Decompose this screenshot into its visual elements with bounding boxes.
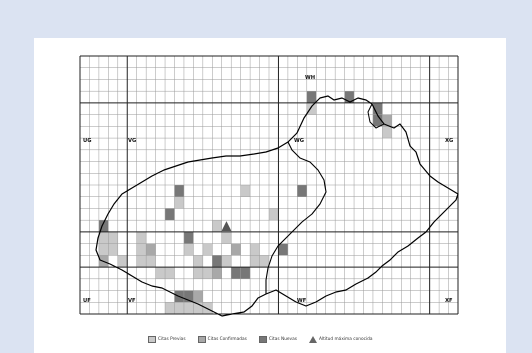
grid-label-xf: XF: [445, 298, 453, 304]
grid-label-uf: UF: [83, 298, 91, 304]
legend-label-new: Citas Nuevas: [268, 336, 297, 342]
grid-cell-new: [372, 114, 383, 127]
grid-cell-new: [183, 290, 194, 303]
grid-cell-confirmed: [146, 243, 156, 256]
grid-cell-previous: [165, 302, 175, 314]
map-page: [34, 38, 506, 353]
grid-label-wf: WF: [297, 298, 307, 304]
grid-cell-previous: [382, 126, 392, 139]
grid-label-xg: XG: [445, 138, 453, 144]
legend-item-previous: Citas Previas: [148, 335, 186, 343]
inner-boundary-north: [367, 103, 385, 129]
grid-labels: WH UG VG WG XG UF VF WF XF: [83, 75, 453, 304]
grid-cell-previous: [155, 267, 166, 279]
grid-cell-previous: [269, 208, 279, 221]
grid-cell-previous: [174, 302, 184, 314]
grid-cell-new: [231, 267, 241, 279]
grid-cell-previous: [240, 185, 251, 197]
grid-cell-previous: [146, 255, 156, 268]
inner-boundary: [265, 141, 327, 294]
grid-cell-new: [306, 91, 317, 103]
grid-cell-previous: [136, 255, 147, 268]
grid-cell-previous: [165, 267, 175, 279]
legend-item-new: Citas Nuevas: [258, 335, 297, 343]
grid-cell-new: [212, 255, 222, 268]
legend-swatch-confirmed: [197, 335, 206, 343]
grid-cell-previous: [136, 243, 147, 256]
grid-cell-previous: [202, 267, 213, 279]
grid-cell-confirmed: [231, 243, 241, 256]
triangle-icon: [221, 221, 232, 232]
grid-cell-new: [344, 91, 355, 103]
grid-cell-previous: [193, 267, 203, 279]
grid-label-ug: UG: [83, 138, 91, 144]
grid-label-vf: VF: [128, 298, 136, 304]
triangle-icon: [308, 335, 317, 343]
grid-cell-confirmed: [193, 290, 203, 303]
altitude-marker: [221, 221, 232, 232]
grid-cell-new: [98, 220, 109, 232]
grid-cell-previous: [136, 231, 147, 244]
legend-label-altitude: Altitud máxima conocida: [318, 336, 373, 342]
grid-cell-new: [174, 185, 184, 197]
grid-cell-previous: [221, 231, 232, 244]
grid-label-wh: WH: [305, 75, 315, 81]
legend-item-confirmed: Citas Confirmadas: [197, 335, 247, 343]
legend-label-confirmed: Citas Confirmadas: [207, 336, 247, 342]
grid-cell-previous: [98, 231, 109, 244]
grid-cell-new: [297, 185, 307, 197]
grid-cell-previous: [98, 243, 109, 256]
grid-cell-previous: [193, 255, 203, 268]
grid-cell-new: [240, 267, 251, 279]
grid-cell-confirmed: [382, 114, 392, 127]
grid-cell-previous: [174, 196, 184, 209]
map-legend: Citas Previas Citas Confirmadas Citas Nu…: [148, 333, 379, 345]
grid-cell-previous: [306, 102, 317, 115]
grid-cell-previous: [250, 243, 260, 256]
grid-cell-previous: [221, 255, 232, 268]
grid-cell-previous: [202, 243, 213, 256]
legend-label-previous: Citas Previas: [158, 336, 186, 342]
grid-cell-previous: [108, 231, 118, 244]
grid-cell-previous: [183, 302, 194, 314]
grid-label-vg: VG: [128, 138, 136, 144]
grid-cell-new: [278, 243, 288, 256]
grid-cell-previous: [250, 255, 260, 268]
grid-cell-previous: [193, 302, 203, 314]
legend-item-altitude: Altitud máxima conocida: [308, 335, 373, 343]
occupied-cells: [98, 91, 392, 314]
grid-cell-new: [165, 208, 175, 221]
grid-cell-new: [372, 102, 383, 115]
major-grid: [79, 55, 459, 315]
legend-swatch-previous: [148, 335, 156, 343]
grid-cell-previous: [108, 243, 118, 256]
grid-cell-previous: [259, 255, 269, 268]
grid-cell-previous: [117, 255, 128, 268]
grid-cell-previous: [183, 243, 194, 256]
legend-swatch-new: [258, 335, 267, 343]
region-boundary: [95, 95, 459, 317]
grid-cell-previous: [212, 220, 222, 232]
grid-cell-confirmed: [212, 267, 222, 279]
grid-cell-new: [183, 231, 194, 244]
grid-label-wg: WG: [294, 138, 304, 144]
